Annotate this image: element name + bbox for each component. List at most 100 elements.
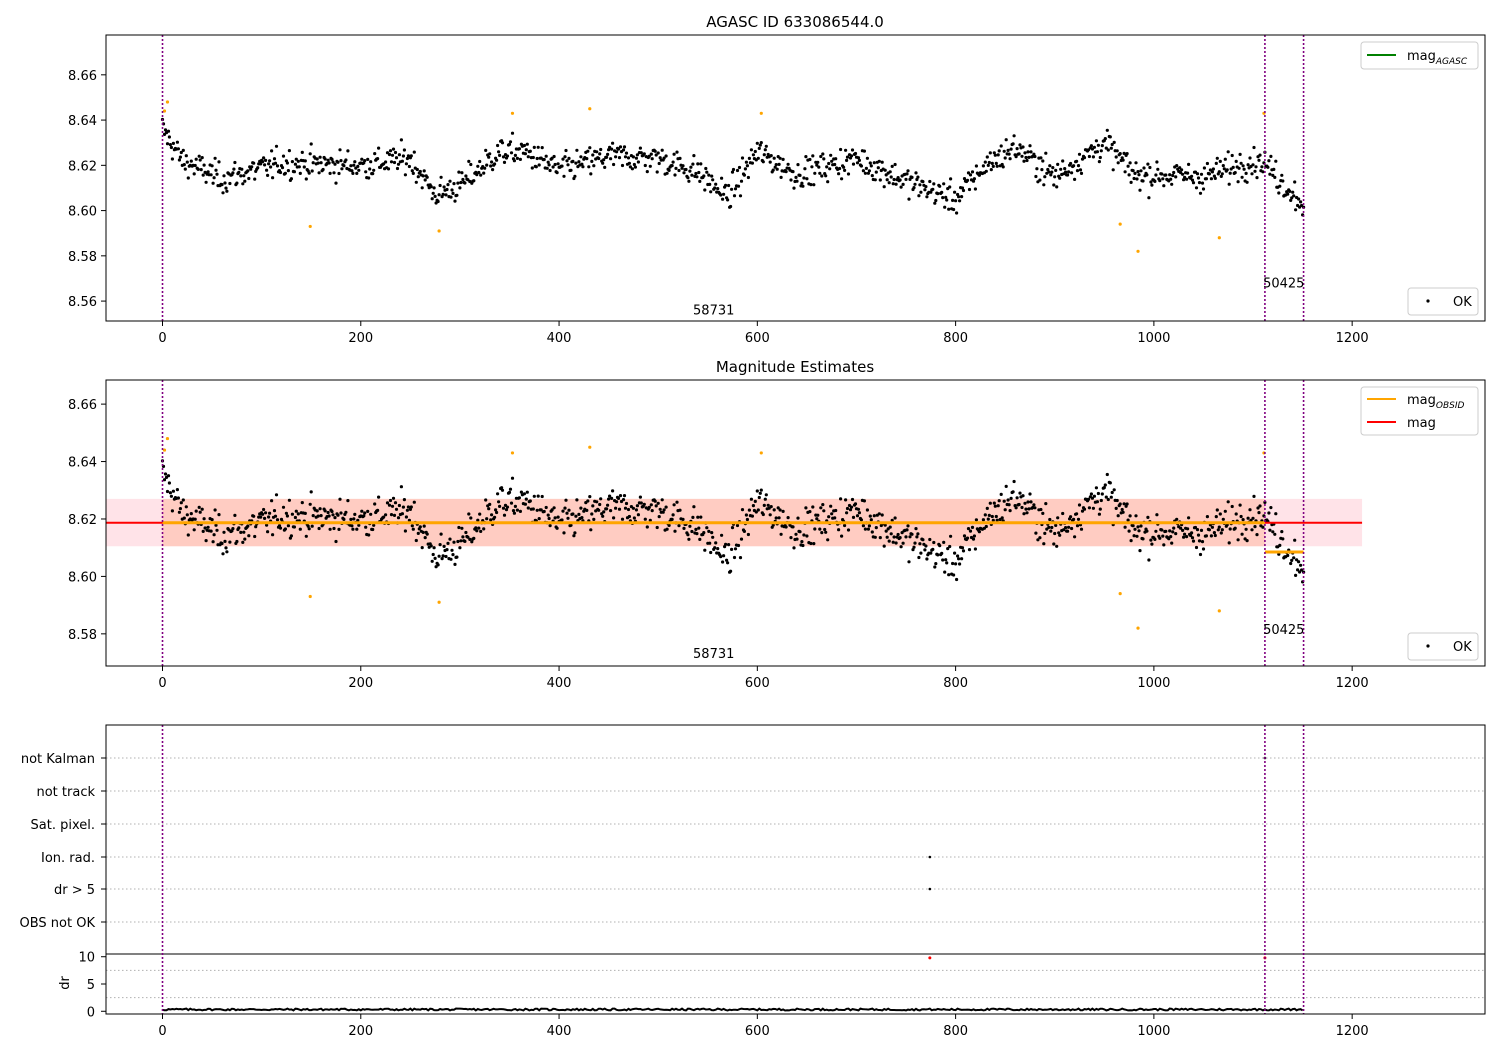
ok-point [732, 194, 737, 198]
ok-point [844, 148, 848, 152]
ok-point [1014, 155, 1018, 159]
ok-point [627, 514, 632, 519]
ok-point [1115, 149, 1119, 153]
axes-frame [105, 724, 1486, 1015]
ok-point [1205, 515, 1209, 519]
ok-point [606, 152, 610, 156]
ok-point [261, 512, 265, 516]
ok-point [834, 157, 838, 161]
ok-point [1038, 536, 1042, 540]
ok-point [1040, 168, 1044, 172]
ok-point [1104, 495, 1108, 499]
ok-point [362, 514, 366, 518]
ok-point [627, 161, 632, 165]
ok-point [636, 513, 641, 517]
ok-point [815, 163, 819, 167]
ok-point [461, 535, 465, 539]
ok-point [1022, 512, 1026, 516]
dr-trace [162, 1007, 1304, 1012]
x-tick-label: 0 [158, 1024, 166, 1039]
ok-point [1073, 177, 1077, 181]
ok-point [1041, 511, 1045, 515]
ok-point [722, 192, 726, 196]
ok-point [602, 158, 606, 162]
ok-point [540, 494, 544, 499]
ok-point [1293, 538, 1297, 542]
ok-point [611, 141, 615, 145]
ok-point [962, 534, 967, 538]
ok-point [866, 527, 871, 531]
ok-point [478, 159, 482, 164]
outlier-point [1217, 609, 1221, 613]
ok-point [363, 511, 367, 515]
ok-point [1161, 534, 1165, 538]
ok-point [369, 512, 373, 516]
ok-point [1281, 179, 1285, 183]
ok-point [487, 507, 491, 511]
ok-point [751, 153, 756, 157]
ok-point [1239, 161, 1243, 165]
ok-point [863, 171, 868, 175]
ok-point [609, 157, 613, 161]
ok-point [809, 183, 813, 187]
ok-point [1294, 573, 1298, 578]
ok-point [332, 171, 336, 175]
ok-point [458, 546, 462, 550]
ok-point [934, 562, 938, 566]
ok-point [607, 497, 611, 501]
legend-frame [1407, 287, 1479, 316]
ok-point [757, 495, 761, 500]
outlier-point [1136, 626, 1140, 630]
ok-point [391, 496, 396, 500]
ok-point [1274, 159, 1278, 163]
magnitude-panel-title: Magnitude Estimates [716, 358, 874, 376]
ok-point [707, 173, 711, 177]
ok-point [993, 153, 997, 157]
ok-point [754, 510, 758, 514]
ok-point [546, 160, 550, 164]
ok-point [508, 140, 513, 144]
ok-point [309, 142, 313, 146]
ok-point [317, 171, 321, 175]
ok-point [822, 157, 826, 161]
ok-point [561, 509, 565, 513]
ok-point [1251, 163, 1255, 167]
ok-point [252, 161, 256, 165]
ok-point [256, 166, 260, 170]
ok-point [217, 160, 221, 164]
ok-point [778, 508, 782, 512]
ok-point [896, 176, 900, 180]
ok-point [231, 527, 235, 531]
dr-layer [106, 953, 1485, 1012]
ok-point [842, 165, 846, 169]
ok-point [246, 169, 250, 173]
ok-point [747, 508, 752, 512]
ok-point [287, 498, 291, 502]
ok-point [716, 547, 720, 551]
ok-point [949, 177, 953, 181]
ok-point [1025, 158, 1029, 163]
ok-point [572, 534, 576, 538]
ok-point [1240, 532, 1244, 536]
ok-point [720, 533, 724, 537]
ok-point [648, 164, 652, 168]
ok-point [1174, 175, 1178, 179]
ok-point [319, 514, 323, 518]
ok-point [450, 548, 454, 552]
y-tick-label: 8.60 [68, 205, 97, 220]
ok-point [990, 161, 994, 165]
ok-point [624, 151, 629, 155]
ok-point [738, 194, 743, 198]
dr-tick-label: 10 [78, 951, 95, 966]
ok-point [911, 548, 915, 552]
ok-point [1272, 167, 1276, 171]
ok-point [602, 510, 606, 514]
ok-point [1223, 509, 1227, 513]
x-tick-label: 1000 [1137, 331, 1170, 346]
ok-point [372, 168, 376, 172]
ok-point [286, 524, 290, 528]
ok-point [534, 165, 538, 169]
ok-point [326, 510, 330, 515]
ok-point [418, 169, 422, 174]
